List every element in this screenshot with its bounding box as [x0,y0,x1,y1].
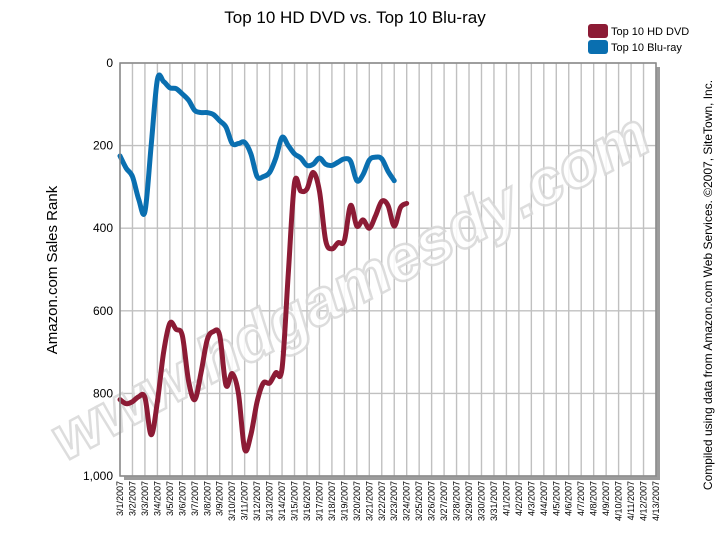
x-tick-label: 3/31/2007 [489,481,499,521]
x-tick-label: 3/25/2007 [414,481,424,521]
y-tick-label: 800 [93,386,113,400]
x-tick-label: 3/28/2007 [452,481,462,521]
x-tick-label: 3/22/2007 [377,481,387,521]
x-tick-label: 3/23/2007 [389,481,399,521]
x-tick-label: 4/10/2007 [614,481,624,521]
x-tick-label: 4/2/2007 [514,481,524,516]
credit-text: Compiled using data from Amazon.com Web … [701,80,715,490]
x-tick-label: 3/18/2007 [327,481,337,521]
x-tick-label: 3/14/2007 [277,481,287,521]
x-tick-label: 3/30/2007 [476,481,486,521]
x-tick-label: 4/9/2007 [601,481,611,516]
legend: Top 10 HD DVD Top 10 Blu-ray [588,24,689,54]
x-tick-label: 3/2/2007 [127,481,137,516]
series-line-bluray [117,72,397,217]
x-tick-label: 4/7/2007 [576,481,586,516]
y-tick-label: 200 [93,139,113,153]
x-tick-label: 4/4/2007 [539,481,549,516]
chart-title: Top 10 HD DVD vs. Top 10 Blu-ray [224,8,486,27]
x-tick-label: 4/11/2007 [626,481,636,520]
x-tick-label: 3/1/2007 [115,481,125,516]
x-tick-label: 3/7/2007 [190,481,200,516]
x-tick-label: 4/6/2007 [564,481,574,516]
y-tick-label: 1,000 [83,469,113,483]
x-tick-label: 3/29/2007 [464,481,474,521]
x-tick-label: 4/1/2007 [501,481,511,516]
x-tick-label: 3/9/2007 [215,481,225,516]
x-tick-label: 3/5/2007 [165,481,175,516]
y-tick-label: 600 [93,304,113,318]
plot-background [120,63,656,476]
x-tick-label: 3/4/2007 [152,481,162,516]
x-tick-label: 4/12/2007 [639,481,649,521]
x-tick-label: 4/3/2007 [526,481,536,516]
plot-area: www.hdgamesdy.com02004006008001,0003/1/2… [37,56,663,521]
x-tick-label: 3/3/2007 [140,481,150,516]
x-tick-label: 3/13/2007 [265,481,275,521]
x-tick-label: 3/6/2007 [177,481,187,516]
x-tick-label: 3/15/2007 [290,481,300,521]
x-tick-label: 4/13/2007 [651,481,661,521]
x-tick-label: 3/20/2007 [352,481,362,521]
series-line-hd-dvd [117,169,410,454]
y-tick-label: 400 [93,221,113,235]
legend-label-hd-dvd: Top 10 HD DVD [611,26,689,38]
x-tick-label: 3/27/2007 [439,481,449,521]
x-tick-label: 3/19/2007 [339,481,349,521]
x-tick-label: 3/10/2007 [227,481,237,521]
x-tick-label: 4/8/2007 [589,481,599,516]
x-tick-label: 3/17/2007 [314,481,324,521]
legend-swatch-hd-dvd [588,24,608,38]
plot-frame [119,62,657,477]
x-tick-label: 3/12/2007 [252,481,262,521]
legend-swatch-bluray [588,40,608,54]
x-tick-label: 3/26/2007 [427,481,437,521]
x-tick-label: 3/24/2007 [402,481,412,521]
y-tick-label: 0 [106,56,113,70]
y-axis-label: Amazon.com Sales Rank [44,185,61,354]
x-tick-label: 3/11/2007 [240,481,250,520]
x-tick-label: 3/21/2007 [364,481,374,521]
legend-label-bluray: Top 10 Blu-ray [611,42,682,54]
x-tick-label: 3/8/2007 [202,481,212,516]
x-tick-label: 3/16/2007 [302,481,312,521]
x-tick-label: 4/5/2007 [551,481,561,516]
